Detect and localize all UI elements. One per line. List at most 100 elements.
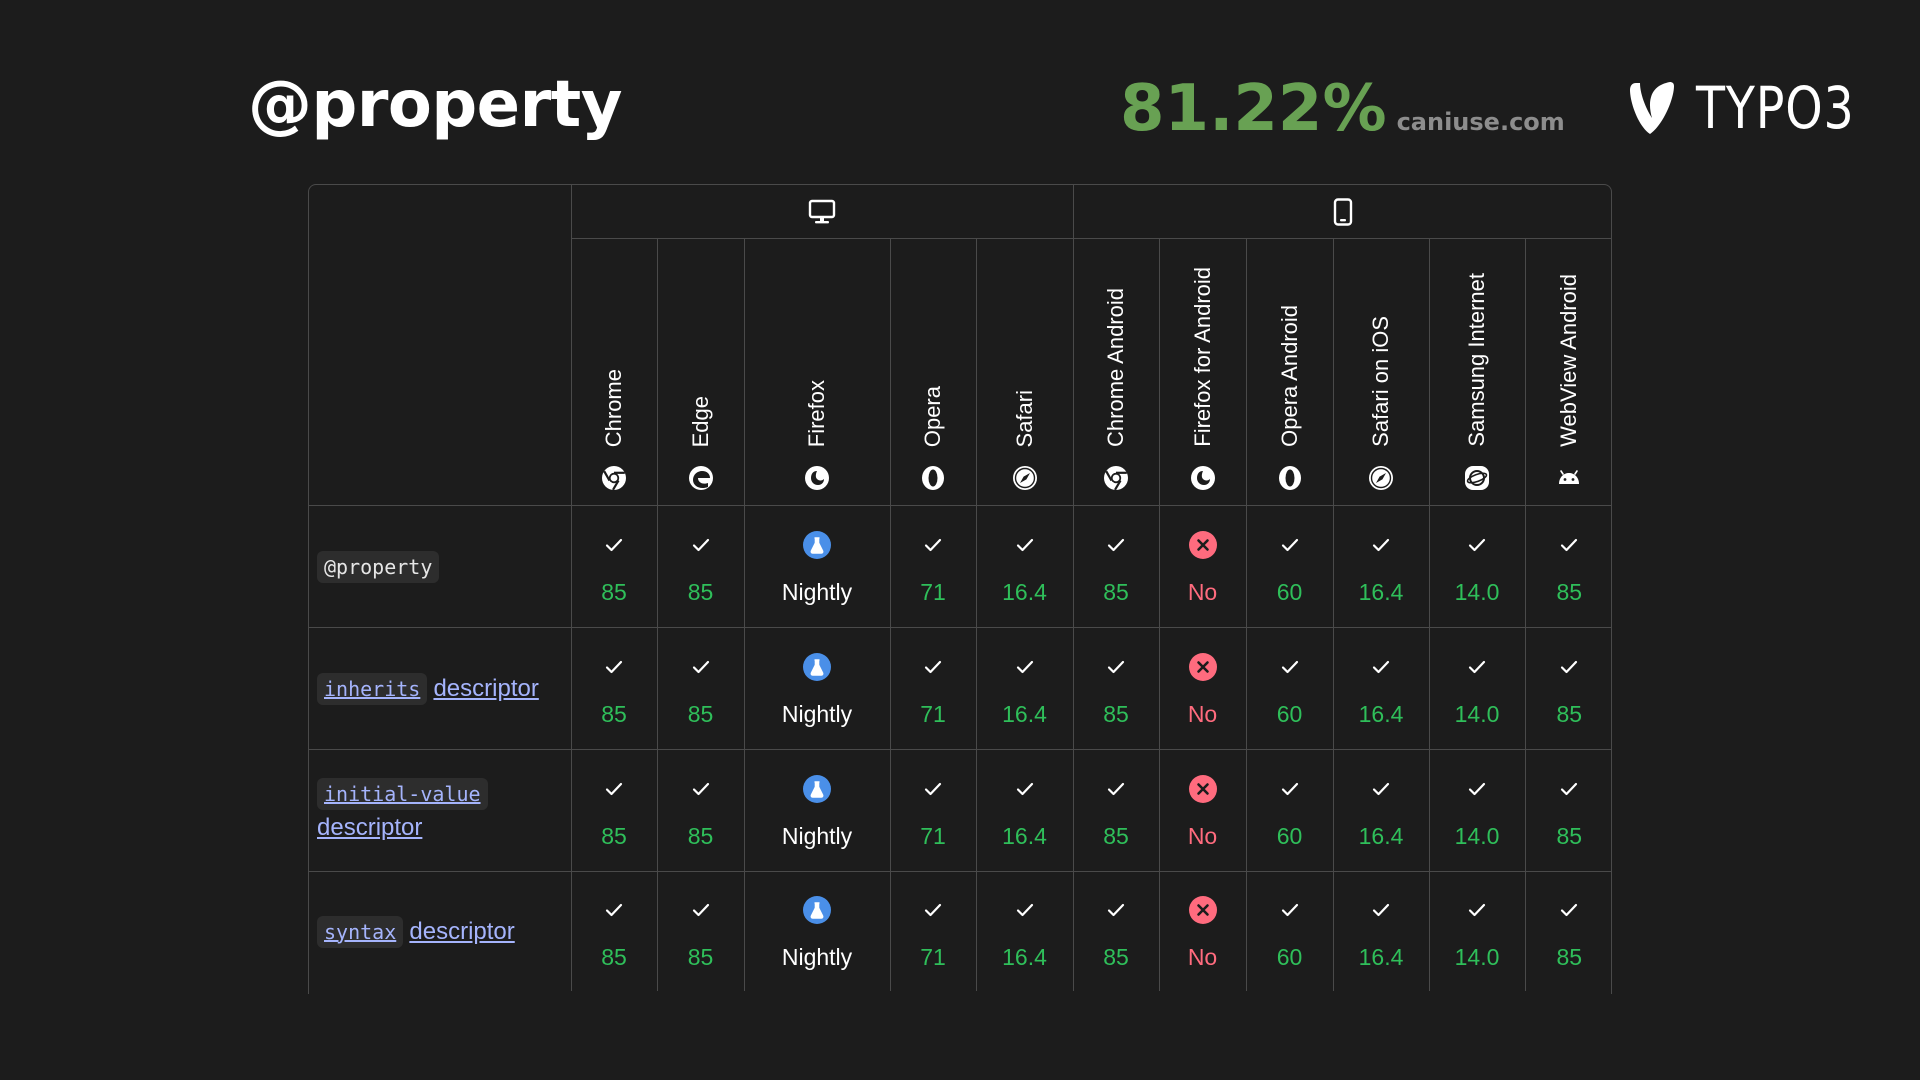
support-mark <box>1526 529 1611 561</box>
support-version: 85 <box>1556 701 1583 727</box>
feature-row: initial-value descriptor 85 85 Nightly 71 16.… <box>309 749 1611 872</box>
check-icon <box>1561 538 1578 552</box>
support-cell[interactable]: 85 <box>1072 505 1160 628</box>
support-cell[interactable]: Nightly <box>743 627 891 750</box>
support-cell[interactable]: 16.4 <box>1332 505 1430 628</box>
support-mark <box>1074 529 1159 561</box>
support-version: 85 <box>687 701 714 727</box>
browser-name: Firefox <box>804 379 829 447</box>
support-cell[interactable]: 16.4 <box>975 749 1074 872</box>
support-mark <box>1526 773 1611 805</box>
flask-icon <box>803 531 831 559</box>
feature-code-link[interactable]: initial-value <box>317 777 488 810</box>
support-cell[interactable]: 16.4 <box>1332 749 1430 872</box>
support-version: 60 <box>1276 701 1303 727</box>
check-icon <box>1281 903 1298 917</box>
support-cell[interactable]: 85 <box>1072 627 1160 750</box>
support-cell[interactable]: No <box>1158 627 1247 750</box>
support-cell[interactable]: 16.4 <box>1332 871 1430 991</box>
support-cell[interactable]: 71 <box>889 871 977 991</box>
support-cell[interactable]: 14.0 <box>1428 505 1526 628</box>
support-cell[interactable]: 85 <box>656 505 745 628</box>
support-mark <box>1430 773 1525 805</box>
support-cell[interactable]: 85 <box>656 871 745 991</box>
support-cell[interactable]: 16.4 <box>975 871 1074 991</box>
support-cell[interactable]: 85 <box>1524 749 1611 872</box>
descriptor-link[interactable]: descriptor <box>409 917 515 945</box>
flask-icon <box>803 896 831 924</box>
support-version: 85 <box>1103 701 1129 727</box>
support-cell[interactable]: 16.4 <box>975 627 1074 750</box>
check-icon <box>1016 782 1033 796</box>
support-cell[interactable]: 85 <box>1072 749 1160 872</box>
feature-label-cell: syntax descriptor <box>309 871 572 991</box>
cross-circle-icon <box>1188 653 1217 681</box>
browser-header-opera-android: Opera Android <box>1245 238 1334 506</box>
descriptor-link[interactable]: descriptor <box>317 813 423 841</box>
support-cell[interactable]: 85 <box>1524 627 1611 750</box>
support-cell[interactable]: 60 <box>1245 627 1334 750</box>
support-cell[interactable]: 16.4 <box>975 505 1074 628</box>
feature-code: @property <box>317 550 440 583</box>
support-mark <box>1247 894 1333 926</box>
check-icon <box>1281 660 1298 674</box>
support-cell[interactable]: 85 <box>656 749 745 872</box>
feature-code-link[interactable]: inherits <box>317 672 428 705</box>
support-cell[interactable]: Nightly <box>743 505 891 628</box>
check-icon <box>1468 538 1486 552</box>
browser-name: Opera <box>920 385 945 447</box>
support-version: 85 <box>1103 944 1129 970</box>
support-cell[interactable]: Nightly <box>743 871 891 991</box>
support-cell[interactable]: 85 <box>570 749 658 872</box>
support-mark <box>572 651 657 683</box>
browser-name: Firefox for Android <box>1189 267 1215 447</box>
browser-name: Samsung Internet <box>1464 273 1490 447</box>
descriptor-link[interactable]: descriptor <box>433 674 539 702</box>
support-cell[interactable]: 14.0 <box>1428 749 1526 872</box>
support-cell[interactable]: 14.0 <box>1428 627 1526 750</box>
check-icon <box>1107 782 1125 796</box>
browser-name: Chrome <box>601 368 626 447</box>
feature-label-cell: @property <box>309 505 572 628</box>
support-cell[interactable]: No <box>1158 505 1247 628</box>
support-cell[interactable]: 60 <box>1245 749 1334 872</box>
support-version: 16.4 <box>1002 944 1047 970</box>
support-cell[interactable]: 85 <box>570 627 658 750</box>
support-cell[interactable]: 16.4 <box>1332 627 1430 750</box>
support-cell[interactable]: 14.0 <box>1428 871 1526 991</box>
mobile-group-header <box>1072 185 1611 239</box>
support-cell[interactable]: 85 <box>1524 871 1611 991</box>
support-mark <box>977 529 1073 561</box>
support-cell[interactable]: No <box>1158 871 1247 991</box>
support-cell[interactable]: 71 <box>889 749 977 872</box>
support-mark <box>1334 894 1429 926</box>
support-mark <box>891 529 976 561</box>
support-cell[interactable]: 85 <box>570 871 658 991</box>
typo3-logo-icon <box>1630 82 1674 134</box>
support-cell[interactable]: 71 <box>889 627 977 750</box>
support-cell[interactable]: 85 <box>1072 871 1160 991</box>
support-cell[interactable]: 71 <box>889 505 977 628</box>
support-cell[interactable]: 60 <box>1245 505 1334 628</box>
support-cell[interactable]: Nightly <box>743 749 891 872</box>
check-icon <box>1468 782 1486 796</box>
support-mark <box>1334 529 1429 561</box>
check-icon <box>605 782 623 796</box>
support-cell[interactable]: 60 <box>1245 871 1334 991</box>
support-cell[interactable]: 85 <box>656 627 745 750</box>
support-mark <box>1526 651 1611 683</box>
feature-code-link[interactable]: syntax <box>317 915 404 948</box>
support-version: 16.4 <box>1002 823 1047 849</box>
support-version: 85 <box>601 579 627 605</box>
support-mark <box>1334 773 1429 805</box>
support-cell[interactable]: No <box>1158 749 1247 872</box>
check-icon <box>692 782 709 796</box>
check-icon <box>1107 538 1125 552</box>
feature-label-cell: initial-value descriptor <box>309 749 572 872</box>
support-cell[interactable]: 85 <box>570 505 658 628</box>
support-cell[interactable]: 85 <box>1524 505 1611 628</box>
check-icon <box>1016 660 1033 674</box>
chrome-icon <box>1103 465 1129 491</box>
support-mark <box>658 773 744 805</box>
support-percentage: 81.22% <box>1120 72 1387 146</box>
